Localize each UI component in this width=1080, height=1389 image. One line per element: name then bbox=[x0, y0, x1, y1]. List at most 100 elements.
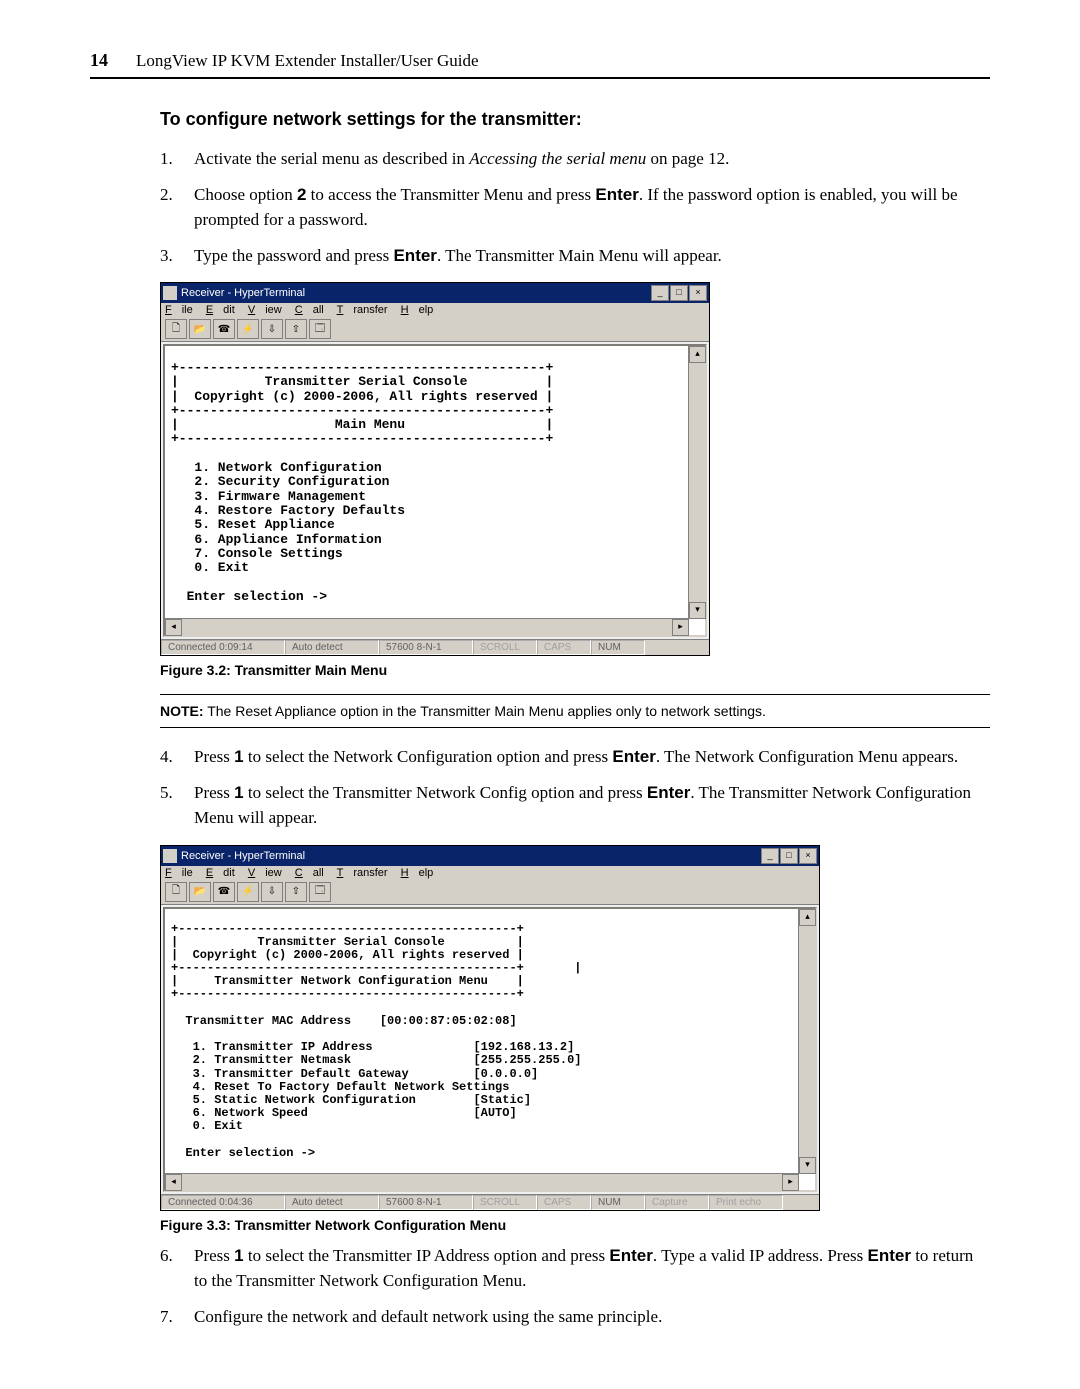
toolbar-new-icon[interactable]: 🗋 bbox=[165, 882, 187, 902]
status-scroll: SCROLL bbox=[473, 1195, 537, 1210]
step-text: Press 1 to select the Transmitter IP Add… bbox=[194, 1243, 990, 1294]
minimize-button[interactable]: _ bbox=[761, 848, 779, 864]
status-num: NUM bbox=[591, 1195, 645, 1210]
step-number: 5. bbox=[160, 780, 194, 831]
menu-call[interactable]: Call bbox=[295, 867, 324, 879]
scroll-left-icon[interactable]: ◂ bbox=[165, 1174, 182, 1191]
close-button[interactable]: × bbox=[799, 848, 817, 864]
menu-transfer[interactable]: Transfer bbox=[337, 867, 388, 879]
scroll-left-icon[interactable]: ◂ bbox=[165, 619, 182, 636]
toolbar-open-icon[interactable]: 📂 bbox=[189, 882, 211, 902]
scrollbar-horizontal[interactable]: ◂ ▸ bbox=[165, 1173, 799, 1190]
step-text: Activate the serial menu as described in… bbox=[194, 146, 990, 172]
minimize-button[interactable]: _ bbox=[651, 285, 669, 301]
status-baud: 57600 8-N-1 bbox=[379, 1195, 473, 1210]
page-header: 14 LongView IP KVM Extender Installer/Us… bbox=[90, 50, 990, 79]
toolbar-connect-icon[interactable]: ☎ bbox=[213, 882, 235, 902]
status-num: NUM bbox=[591, 640, 645, 655]
window-title: Receiver - HyperTerminal bbox=[181, 287, 305, 299]
toolbar-send-icon[interactable]: ⇩ bbox=[261, 319, 283, 339]
toolbar: 🗋 📂 ☎ ⚡ ⇩ ⇧ 🗔 bbox=[161, 317, 709, 342]
menu-view[interactable]: View bbox=[248, 867, 282, 879]
scroll-right-icon[interactable]: ▸ bbox=[672, 619, 689, 636]
scroll-right-icon[interactable]: ▸ bbox=[782, 1174, 799, 1191]
menubar: File Edit View Call Transfer Help bbox=[161, 303, 709, 317]
terminal-body: +---------------------------------------… bbox=[163, 907, 817, 1192]
step-number: 3. bbox=[160, 243, 194, 269]
close-button[interactable]: × bbox=[689, 285, 707, 301]
toolbar-receive-icon[interactable]: ⇧ bbox=[285, 319, 307, 339]
status-caps: CAPS bbox=[537, 1195, 591, 1210]
hyperterminal-window-2: Receiver - HyperTerminal _ □ × File Edit… bbox=[160, 845, 820, 1211]
toolbar-disconnect-icon[interactable]: ⚡ bbox=[237, 882, 259, 902]
toolbar-properties-icon[interactable]: 🗔 bbox=[309, 882, 331, 902]
menu-help[interactable]: Help bbox=[401, 867, 434, 879]
status-scroll: SCROLL bbox=[473, 640, 537, 655]
toolbar: 🗋 📂 ☎ ⚡ ⇩ ⇧ 🗔 bbox=[161, 880, 819, 905]
menu-view[interactable]: View bbox=[248, 304, 282, 316]
scroll-up-icon[interactable]: ▴ bbox=[799, 909, 816, 926]
status-caps: CAPS bbox=[537, 640, 591, 655]
step-5: 5. Press 1 to select the Transmitter Net… bbox=[160, 780, 990, 831]
toolbar-receive-icon[interactable]: ⇧ bbox=[285, 882, 307, 902]
toolbar-send-icon[interactable]: ⇩ bbox=[261, 882, 283, 902]
scrollbar-vertical[interactable]: ▴ ▾ bbox=[798, 909, 815, 1174]
scroll-up-icon[interactable]: ▴ bbox=[689, 346, 706, 363]
menu-edit[interactable]: Edit bbox=[206, 304, 235, 316]
page-number: 14 bbox=[90, 50, 108, 71]
menu-file[interactable]: File bbox=[165, 304, 193, 316]
window-controls: _ □ × bbox=[761, 848, 817, 864]
terminal-body: +---------------------------------------… bbox=[163, 344, 707, 637]
step-4: 4. Press 1 to select the Network Configu… bbox=[160, 744, 990, 770]
step-6: 6. Press 1 to select the Transmitter IP … bbox=[160, 1243, 990, 1294]
status-capture: Capture bbox=[645, 1195, 709, 1210]
scrollbar-vertical[interactable]: ▴ ▾ bbox=[688, 346, 705, 619]
terminal-content: +---------------------------------------… bbox=[165, 359, 689, 606]
toolbar-new-icon[interactable]: 🗋 bbox=[165, 319, 187, 339]
status-bar: Connected 0:09:14 Auto detect 57600 8-N-… bbox=[161, 639, 709, 655]
step-text: Choose option 2 to access the Transmitte… bbox=[194, 182, 990, 233]
steps-list-a: 1. Activate the serial menu as described… bbox=[160, 146, 990, 268]
figure-3-3: Receiver - HyperTerminal _ □ × File Edit… bbox=[160, 845, 990, 1233]
menu-transfer[interactable]: Transfer bbox=[337, 304, 388, 316]
figure-caption-1: Figure 3.2: Transmitter Main Menu bbox=[160, 662, 990, 678]
terminal-content: +---------------------------------------… bbox=[165, 921, 799, 1162]
menubar: File Edit View Call Transfer Help bbox=[161, 866, 819, 880]
maximize-button[interactable]: □ bbox=[670, 285, 688, 301]
status-detect: Auto detect bbox=[285, 640, 379, 655]
status-baud: 57600 8-N-1 bbox=[379, 640, 473, 655]
window-titlebar: Receiver - HyperTerminal _ □ × bbox=[161, 283, 709, 303]
step-7: 7. Configure the network and default net… bbox=[160, 1304, 990, 1330]
menu-edit[interactable]: Edit bbox=[206, 867, 235, 879]
toolbar-connect-icon[interactable]: ☎ bbox=[213, 319, 235, 339]
scroll-down-icon[interactable]: ▾ bbox=[799, 1157, 816, 1174]
note-label: NOTE: bbox=[160, 703, 204, 719]
steps-list-b: 4. Press 1 to select the Network Configu… bbox=[160, 744, 990, 831]
app-icon bbox=[163, 286, 177, 300]
doc-title: LongView IP KVM Extender Installer/User … bbox=[136, 51, 479, 71]
hyperterminal-window-1: Receiver - HyperTerminal _ □ × File Edit… bbox=[160, 282, 710, 656]
window-title: Receiver - HyperTerminal bbox=[181, 850, 305, 862]
menu-file[interactable]: File bbox=[165, 867, 193, 879]
menu-call[interactable]: Call bbox=[295, 304, 324, 316]
toolbar-disconnect-icon[interactable]: ⚡ bbox=[237, 319, 259, 339]
note-text: The Reset Appliance option in the Transm… bbox=[204, 703, 766, 719]
scrollbar-horizontal[interactable]: ◂ ▸ bbox=[165, 618, 689, 635]
menu-help[interactable]: Help bbox=[401, 304, 434, 316]
toolbar-open-icon[interactable]: 📂 bbox=[189, 319, 211, 339]
step-text: Press 1 to select the Transmitter Networ… bbox=[194, 780, 990, 831]
step-2: 2. Choose option 2 to access the Transmi… bbox=[160, 182, 990, 233]
step-number: 6. bbox=[160, 1243, 194, 1294]
section-heading: To configure network settings for the tr… bbox=[160, 109, 990, 130]
maximize-button[interactable]: □ bbox=[780, 848, 798, 864]
status-echo: Print echo bbox=[709, 1195, 783, 1210]
figure-3-2: Receiver - HyperTerminal _ □ × File Edit… bbox=[160, 282, 990, 678]
step-3: 3. Type the password and press Enter. Th… bbox=[160, 243, 990, 269]
toolbar-properties-icon[interactable]: 🗔 bbox=[309, 319, 331, 339]
step-text: Type the password and press Enter. The T… bbox=[194, 243, 990, 269]
step-text: Configure the network and default networ… bbox=[194, 1304, 990, 1330]
status-connection: Connected 0:04:36 bbox=[161, 1195, 285, 1210]
status-detect: Auto detect bbox=[285, 1195, 379, 1210]
scroll-down-icon[interactable]: ▾ bbox=[689, 602, 706, 619]
step-text: Press 1 to select the Network Configurat… bbox=[194, 744, 990, 770]
